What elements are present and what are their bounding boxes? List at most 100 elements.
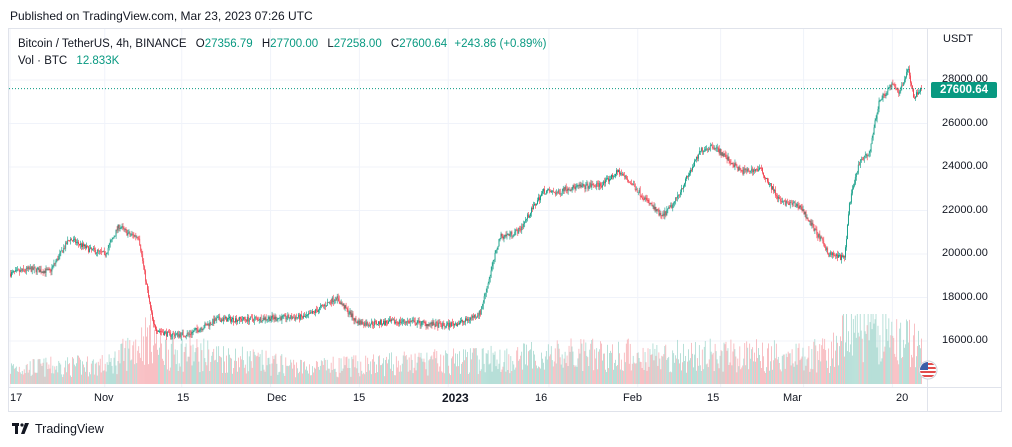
candle — [472, 316, 474, 318]
volume-bar — [798, 343, 800, 384]
volume-bar — [647, 348, 649, 384]
volume-bar — [691, 342, 692, 384]
candle — [130, 234, 132, 236]
volume-bar — [303, 362, 304, 384]
candle — [583, 184, 585, 187]
candle — [742, 170, 744, 174]
candle — [648, 200, 650, 204]
time-axis-divider — [8, 387, 1002, 388]
volume-bar — [448, 365, 450, 384]
candle — [355, 318, 357, 322]
candle — [441, 324, 443, 328]
candle — [902, 85, 904, 87]
volume-bar — [621, 370, 623, 384]
candle — [459, 322, 460, 325]
candle — [44, 270, 46, 273]
chart-frame[interactable] — [8, 28, 1002, 412]
volume-bar — [21, 370, 23, 384]
candle — [710, 145, 712, 146]
candle — [919, 91, 920, 93]
candle — [100, 250, 102, 252]
volume-bar — [582, 370, 584, 384]
candle — [795, 205, 797, 207]
volume-bar — [70, 375, 71, 384]
candle — [39, 269, 41, 273]
volume-bar — [101, 355, 103, 384]
candle — [127, 233, 129, 236]
volume-bar — [722, 371, 724, 384]
candle — [799, 205, 801, 209]
candle — [147, 284, 148, 290]
x-tick-label: Feb — [623, 392, 642, 404]
volume-bar — [645, 362, 647, 384]
volume-bar — [107, 364, 109, 384]
candle — [394, 321, 396, 324]
candle — [269, 317, 271, 321]
candle — [530, 213, 531, 217]
candle — [736, 165, 738, 168]
price-axis-divider — [927, 28, 928, 412]
candle — [473, 314, 475, 318]
candle — [550, 190, 552, 193]
volume-bar — [618, 353, 620, 384]
volume-bar — [274, 355, 276, 384]
volume-bar — [808, 346, 810, 384]
volume-bar — [709, 338, 711, 384]
candle — [837, 254, 838, 258]
legend-volume-label[interactable]: Vol · BTC — [18, 55, 68, 67]
volume-bar — [119, 363, 121, 384]
candle — [38, 267, 40, 273]
volume-bar — [622, 370, 624, 384]
candle — [721, 152, 723, 156]
candle — [392, 319, 394, 321]
candle — [70, 239, 71, 241]
candle — [298, 314, 299, 318]
volume-bar — [862, 362, 864, 384]
volume-bar — [786, 357, 788, 384]
volume-bar — [374, 361, 375, 384]
volume-bar — [921, 338, 922, 384]
candle — [428, 323, 430, 327]
candle — [217, 317, 219, 319]
candle — [409, 321, 411, 324]
candle — [870, 143, 872, 152]
candle — [492, 261, 494, 266]
volume-bar — [658, 352, 660, 384]
candle — [116, 229, 118, 231]
candle — [271, 315, 273, 319]
chart-legend: Bitcoin / TetherUS, 4h, BINANCE O27356.7… — [18, 36, 546, 70]
candle — [375, 321, 376, 322]
candle — [242, 317, 244, 320]
volume-bar — [698, 345, 700, 384]
volume-bar — [776, 359, 778, 384]
candle — [403, 319, 405, 323]
volume-bar — [238, 367, 240, 384]
volume-bar — [408, 357, 410, 384]
volume-bar — [431, 355, 433, 384]
volume-bar — [818, 359, 820, 384]
candle — [594, 185, 596, 187]
candle — [768, 181, 769, 185]
volume-bar — [364, 374, 366, 384]
volume-bar — [35, 372, 37, 384]
volume-bar — [525, 364, 527, 384]
candle — [534, 203, 535, 206]
candle — [620, 173, 622, 175]
volume-bar — [831, 341, 832, 384]
tradingview-logo[interactable]: TradingView — [12, 422, 104, 436]
volume-bar — [223, 346, 224, 384]
candle — [53, 263, 55, 266]
candle — [318, 307, 320, 310]
volume-bar — [241, 346, 243, 384]
volume-bar — [237, 371, 238, 384]
candle — [700, 148, 702, 151]
legend-symbol[interactable]: Bitcoin / TetherUS, 4h, BINANCE — [18, 38, 187, 50]
candle — [222, 319, 223, 322]
volume-bar — [400, 371, 402, 384]
volume-bar — [471, 352, 473, 384]
volume-bar — [751, 349, 753, 384]
candle — [584, 186, 586, 189]
us-flag-icon[interactable] — [918, 360, 938, 385]
volume-bar — [653, 360, 655, 384]
